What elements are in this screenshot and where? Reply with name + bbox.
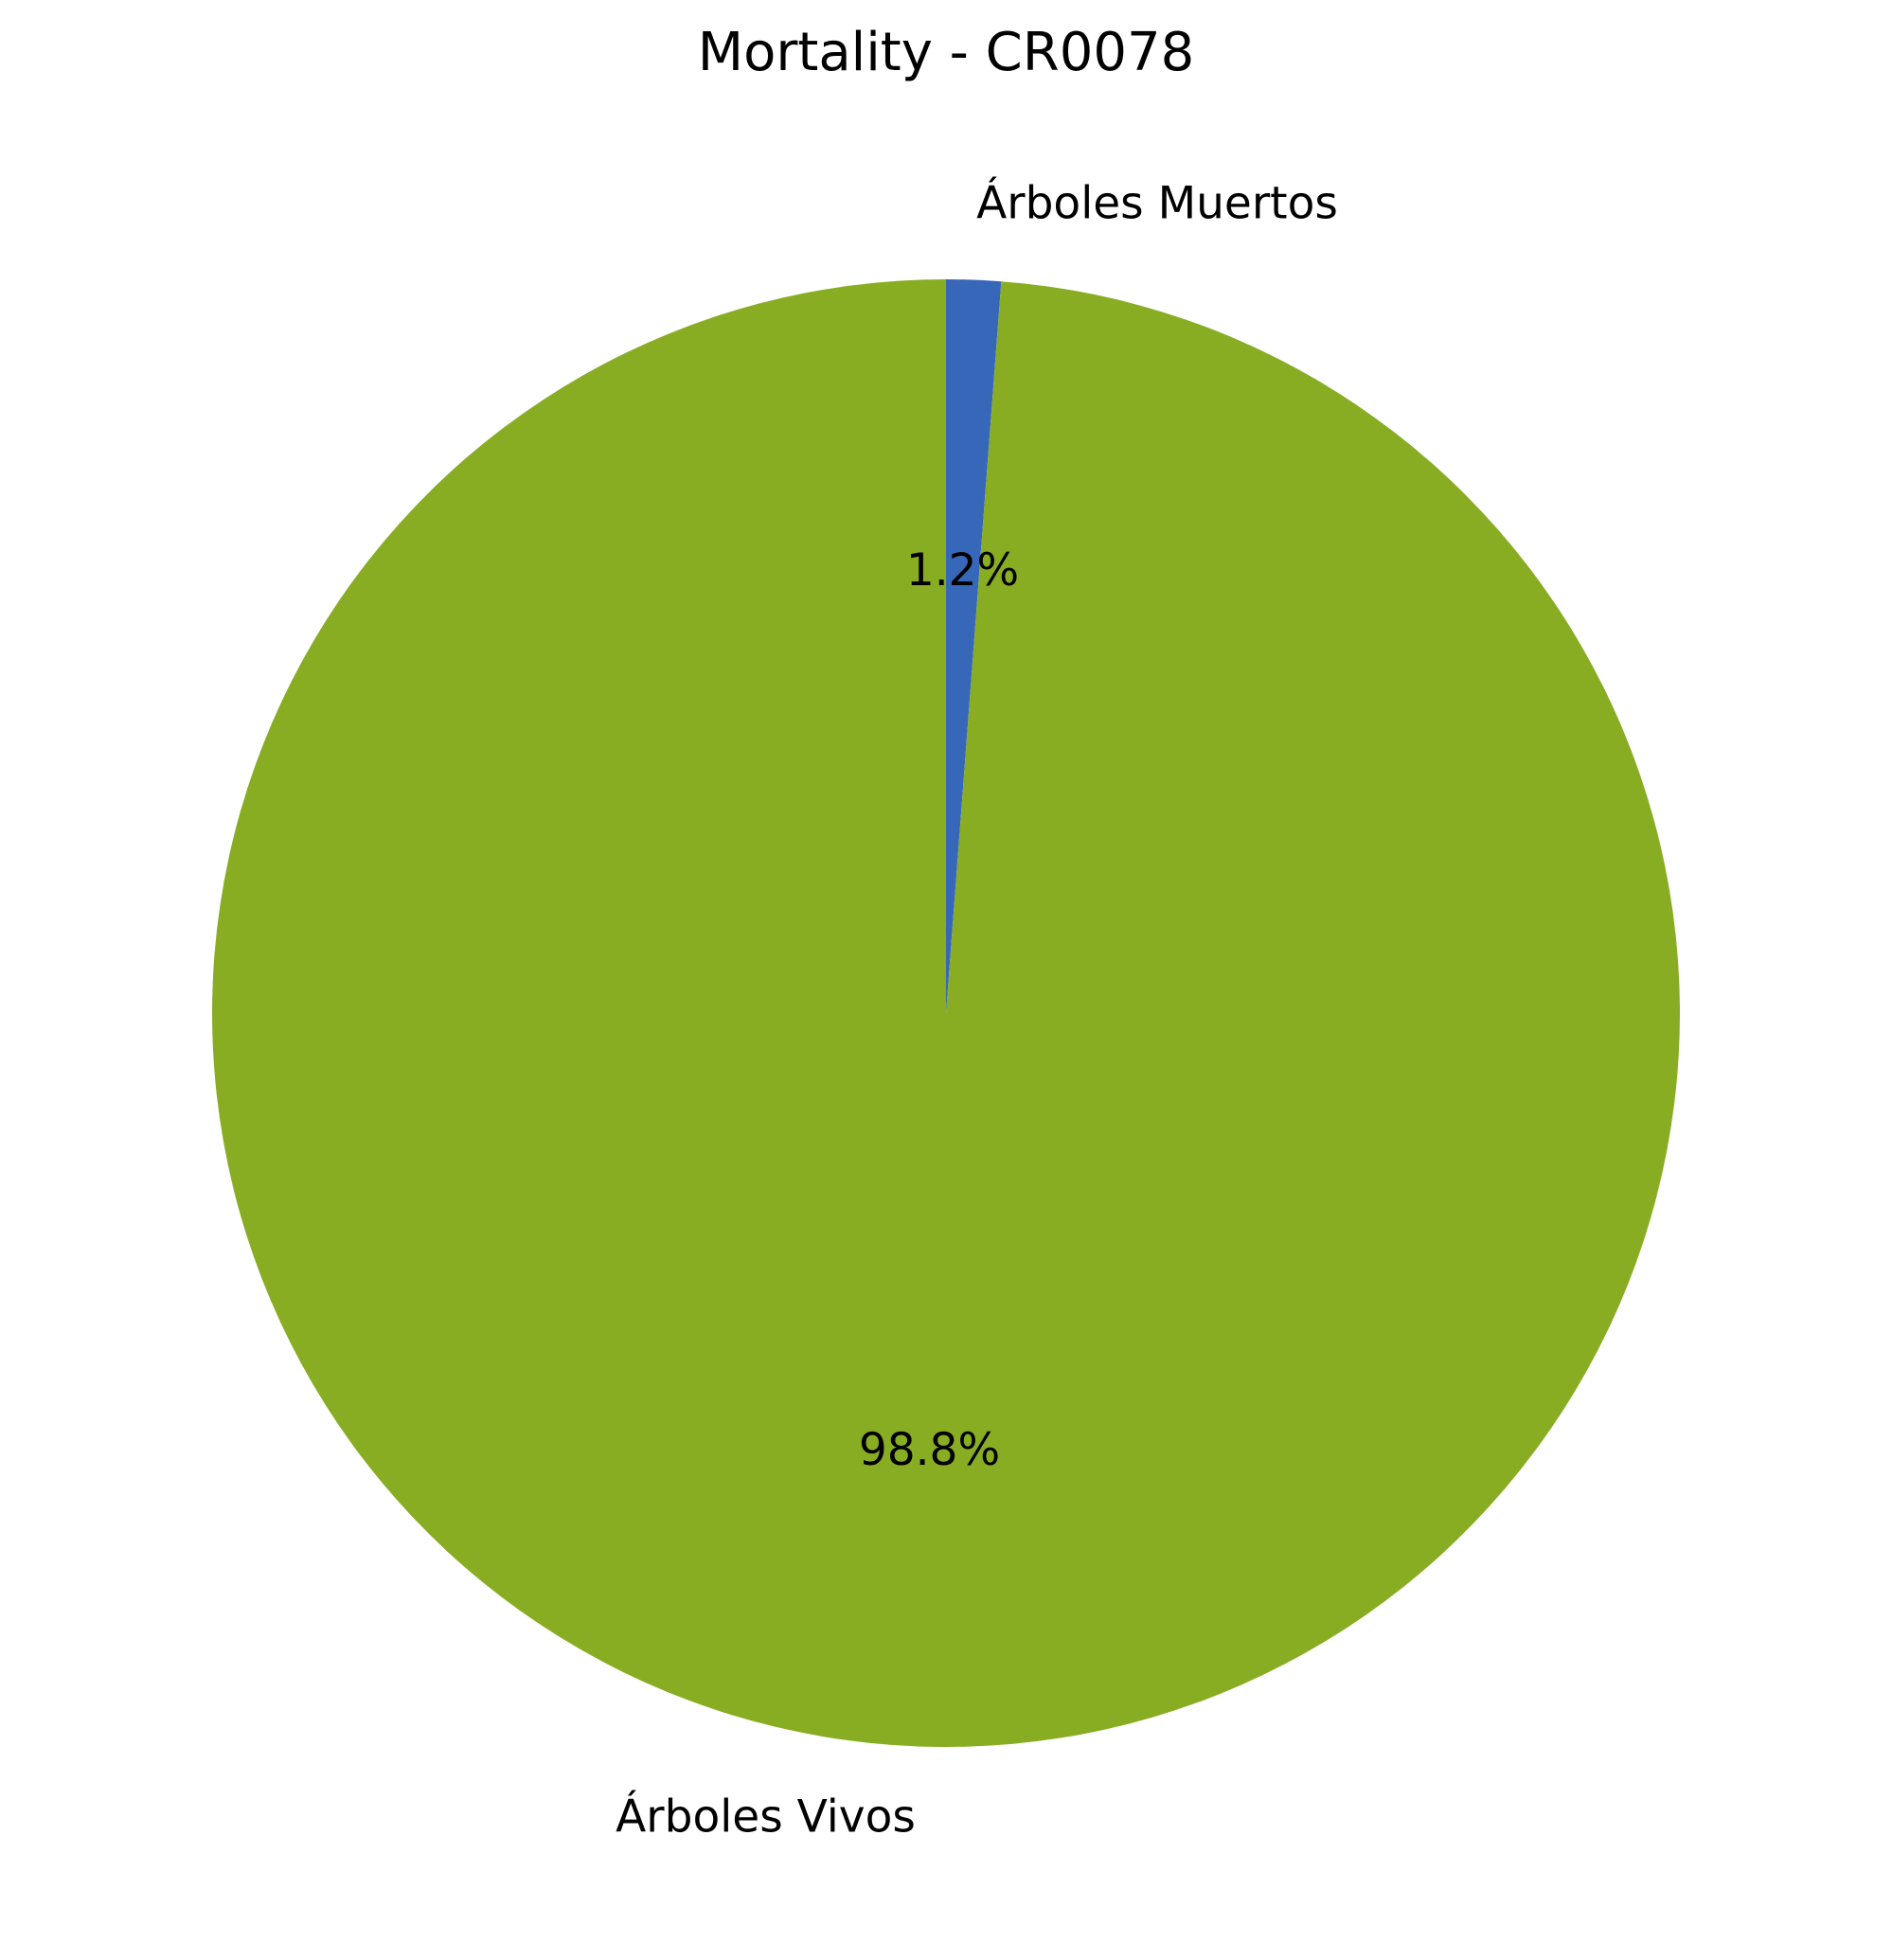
slice-label-0: Árboles Muertos <box>976 178 1338 230</box>
pie-slice-0 <box>946 279 1002 1013</box>
pie-slice-1 <box>212 279 1681 1747</box>
labels-layer: Árboles Muertos 1.2% Árboles Vivos 98.8% <box>616 178 1338 1844</box>
slice-percent-label-0: 1.2% <box>906 544 1019 597</box>
slices-layer <box>212 279 1681 1747</box>
slice-label-1: Árboles Vivos <box>616 1791 916 1843</box>
slice-percent-label-1: 98.8% <box>859 1424 1000 1476</box>
chart-title: Mortality - CR0078 <box>698 22 1194 83</box>
